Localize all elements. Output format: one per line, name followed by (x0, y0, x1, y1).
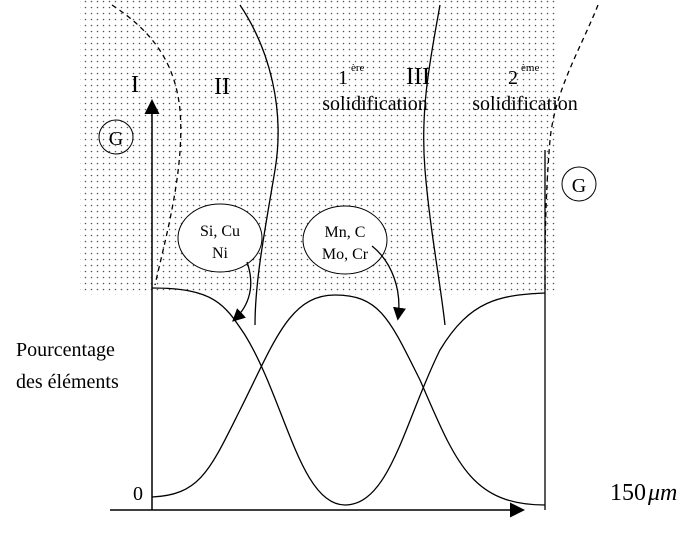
dashed-boundary (111, 4, 182, 286)
order-suffix: ère (351, 62, 365, 74)
x-end-label: 150 (610, 480, 646, 506)
solidification-label: solidification (472, 93, 578, 115)
grain-label: G (572, 175, 586, 197)
element-label: Ni (212, 245, 229, 262)
boundary (239, 4, 279, 326)
region-label: III (406, 64, 430, 90)
boundary (423, 4, 446, 326)
solidification-label: solidification (322, 93, 428, 115)
y-axis-label: des éléments (16, 371, 119, 393)
order-suffix: ème (521, 62, 539, 74)
x-unit-label: μm (647, 480, 677, 506)
region-label: I (131, 72, 139, 98)
arrow (371, 245, 406, 321)
order: 1 (338, 67, 348, 89)
element-bubble (177, 203, 263, 273)
origin-label: 0 (133, 483, 143, 505)
element-label: Mo, Cr (322, 246, 369, 263)
arrow (232, 261, 252, 322)
grain-circle (98, 119, 134, 155)
grain-circle (561, 166, 597, 202)
y-axis-label: Pourcentage (16, 339, 115, 361)
element-label: Si, Cu (200, 223, 240, 240)
curve (151, 294, 546, 506)
order: 2 (508, 67, 518, 89)
element-label: Mn, C (325, 224, 366, 241)
element-bubble (302, 205, 388, 275)
curve (151, 287, 546, 506)
grain-label: G (109, 128, 123, 150)
region-label: II (214, 74, 230, 100)
